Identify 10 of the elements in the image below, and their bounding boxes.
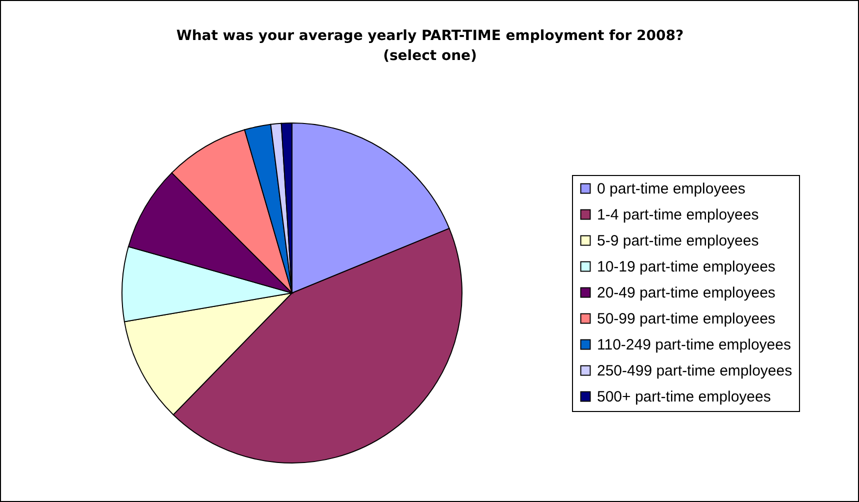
legend-label: 1-4 part-time employees bbox=[597, 206, 759, 224]
legend-label: 110-249 part-time employees bbox=[597, 336, 791, 354]
legend-label: 20-49 part-time employees bbox=[597, 284, 776, 302]
legend-label: 10-19 part-time employees bbox=[597, 258, 776, 276]
legend-label: 0 part-time employees bbox=[597, 180, 746, 198]
chart-title: What was your average yearly PART-TIME employment for 2008? (select one) bbox=[176, 28, 684, 64]
legend-label: 5-9 part-time employees bbox=[597, 232, 759, 250]
legend-label: 250-499 part-time employees bbox=[597, 362, 792, 380]
legend-label: 500+ part-time employees bbox=[597, 388, 771, 406]
legend-label: 50-99 part-time employees bbox=[597, 310, 776, 328]
